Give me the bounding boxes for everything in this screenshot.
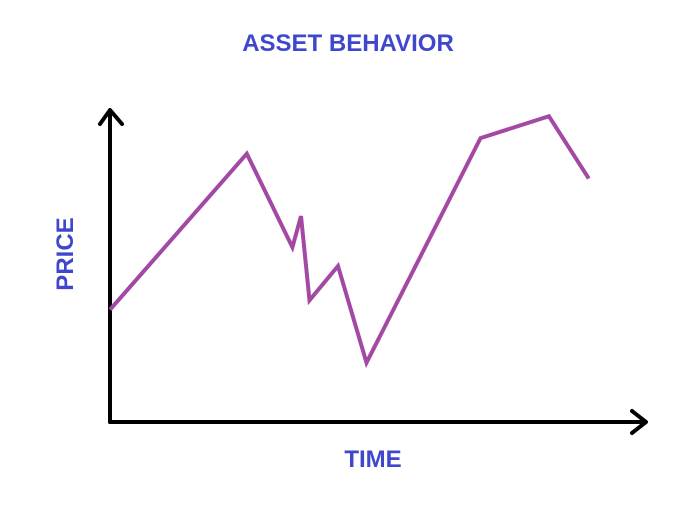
x-axis xyxy=(108,409,648,435)
y-axis-arrow xyxy=(98,108,124,126)
y-axis xyxy=(98,108,124,424)
series-line xyxy=(108,113,591,369)
chart-title: ASSET BEHAVIOR xyxy=(242,30,454,57)
x-axis-arrow xyxy=(630,409,648,435)
series-layer xyxy=(108,113,591,369)
y-axis-label: PRICE xyxy=(52,217,79,290)
x-axis-label: TIME xyxy=(344,446,401,473)
